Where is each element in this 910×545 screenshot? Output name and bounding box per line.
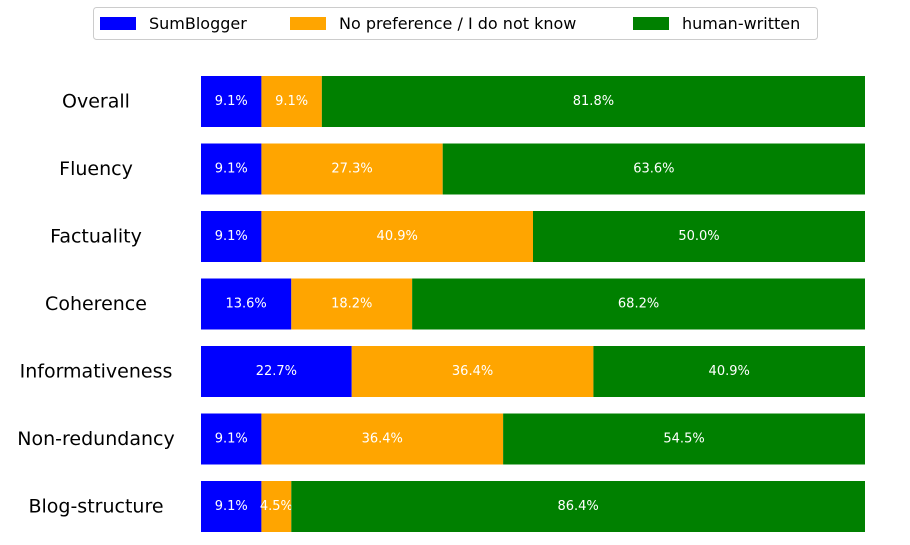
data-label-no-preference-i-do-not-know-overall: 9.1% (275, 94, 308, 109)
data-label-no-preference-i-do-not-know-informativeness: 36.4% (452, 364, 493, 379)
category-label-coherence: Coherence (45, 293, 147, 315)
bar-segment-sumblogger-overall (201, 76, 262, 127)
category-label-non-redundancy: Non-redundancy (17, 428, 174, 450)
data-label-no-preference-i-do-not-know-factuality: 40.9% (377, 229, 418, 244)
bar-segment-sumblogger-factuality (201, 211, 262, 262)
legend-label-no-preference: No preference / I do not know (339, 14, 576, 33)
bar-segment-human-written-non-redundancy (503, 413, 865, 465)
data-label-sumblogger-overall: 9.1% (215, 94, 248, 109)
bar-segment-no-preference-i-do-not-know-non-redundancy (261, 413, 504, 465)
category-label-fluency: Fluency (59, 158, 133, 180)
data-label-human-written-non-redundancy: 54.5% (663, 432, 704, 447)
legend-label-human-written: human-written (682, 14, 800, 33)
bar-segment-sumblogger-coherence (201, 278, 292, 330)
bar-segment-human-written-blog-structure (291, 481, 866, 532)
data-label-no-preference-i-do-not-know-fluency: 27.3% (331, 162, 372, 177)
legend-swatch-human-written (633, 17, 669, 30)
legend-swatch-sumblogger (100, 17, 136, 30)
data-label-no-preference-i-do-not-know-non-redundancy: 36.4% (362, 432, 403, 447)
bar-segment-no-preference-i-do-not-know-overall (261, 76, 322, 127)
bar-segment-no-preference-i-do-not-know-blog-structure (261, 481, 292, 532)
bar-segment-no-preference-i-do-not-know-fluency (261, 143, 443, 195)
data-label-sumblogger-coherence: 13.6% (225, 297, 266, 312)
data-label-human-written-overall: 81.8% (573, 94, 614, 109)
data-label-human-written-coherence: 68.2% (618, 297, 659, 312)
legend-swatch-no-preference (290, 17, 326, 30)
data-label-sumblogger-fluency: 9.1% (215, 162, 248, 177)
bar-segment-sumblogger-blog-structure (201, 481, 262, 532)
data-label-human-written-informativeness: 40.9% (709, 364, 750, 379)
category-label-informativeness: Informativeness (20, 361, 173, 383)
bar-segment-human-written-overall (321, 76, 865, 127)
data-label-human-written-fluency: 63.6% (633, 162, 674, 177)
bar-segment-human-written-coherence (412, 278, 865, 330)
bar-segment-sumblogger-informativeness (201, 346, 352, 397)
bar-segment-human-written-factuality (533, 211, 865, 262)
bar-segment-human-written-informativeness (593, 346, 865, 397)
data-label-human-written-factuality: 50.0% (678, 229, 719, 244)
bar-segment-human-written-fluency (442, 143, 865, 195)
data-label-sumblogger-blog-structure: 9.1% (215, 499, 248, 514)
category-label-factuality: Factuality (50, 226, 142, 248)
data-label-sumblogger-informativeness: 22.7% (256, 364, 297, 379)
data-label-sumblogger-non-redundancy: 9.1% (215, 432, 248, 447)
legend: SumBlogger No preference / I do not know… (93, 7, 818, 40)
category-label-blog-structure: Blog-structure (28, 496, 163, 518)
data-label-no-preference-i-do-not-know-coherence: 18.2% (331, 297, 372, 312)
bar-segment-no-preference-i-do-not-know-coherence (291, 278, 413, 330)
legend-frame (93, 7, 818, 40)
bar-segment-sumblogger-non-redundancy (201, 413, 262, 465)
legend-label-sumblogger: SumBlogger (149, 14, 247, 33)
data-label-human-written-blog-structure: 86.4% (557, 499, 598, 514)
bar-segment-no-preference-i-do-not-know-factuality (261, 211, 533, 262)
category-label-overall: Overall (62, 91, 130, 113)
plot-area: Overall 9.1% 9.1% 81.8% Fluency 9.1% 27.3% 63.6… (17, 76, 866, 532)
bar-segment-sumblogger-fluency (201, 143, 262, 195)
data-label-sumblogger-factuality: 9.1% (215, 229, 248, 244)
data-label-no-preference-i-do-not-know-blog-structure: 4.5% (260, 499, 293, 514)
bar-segment-no-preference-i-do-not-know-informativeness (351, 346, 594, 397)
